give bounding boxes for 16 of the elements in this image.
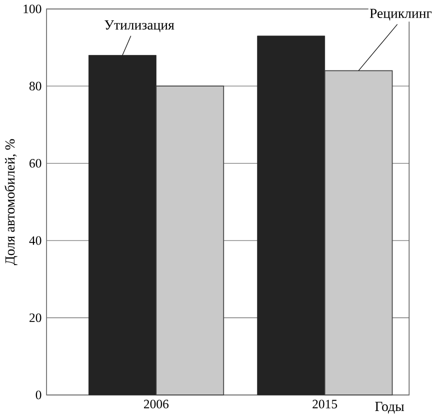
bar bbox=[156, 86, 224, 396]
y-tick-label: 0 bbox=[36, 390, 42, 400]
y-tick-label: 60 bbox=[30, 158, 42, 168]
x-tick-label: 2006 bbox=[144, 400, 169, 408]
x-axis-title: Годы bbox=[375, 402, 404, 414]
x-tick-label: 2015 bbox=[312, 400, 338, 408]
bar bbox=[88, 54, 156, 396]
y-tick-label: 20 bbox=[30, 313, 42, 322]
series-label: Утилизация bbox=[104, 20, 174, 32]
y-tick-label: 40 bbox=[29, 236, 42, 245]
bar bbox=[257, 36, 326, 396]
text: Рециклинг bbox=[370, 8, 432, 20]
y-tick-label: 100 bbox=[24, 4, 42, 14]
y-axis-title: Доля автомобилей, % bbox=[4, 139, 18, 265]
bar bbox=[324, 70, 393, 396]
y-tick-label: 80 bbox=[29, 82, 42, 90]
